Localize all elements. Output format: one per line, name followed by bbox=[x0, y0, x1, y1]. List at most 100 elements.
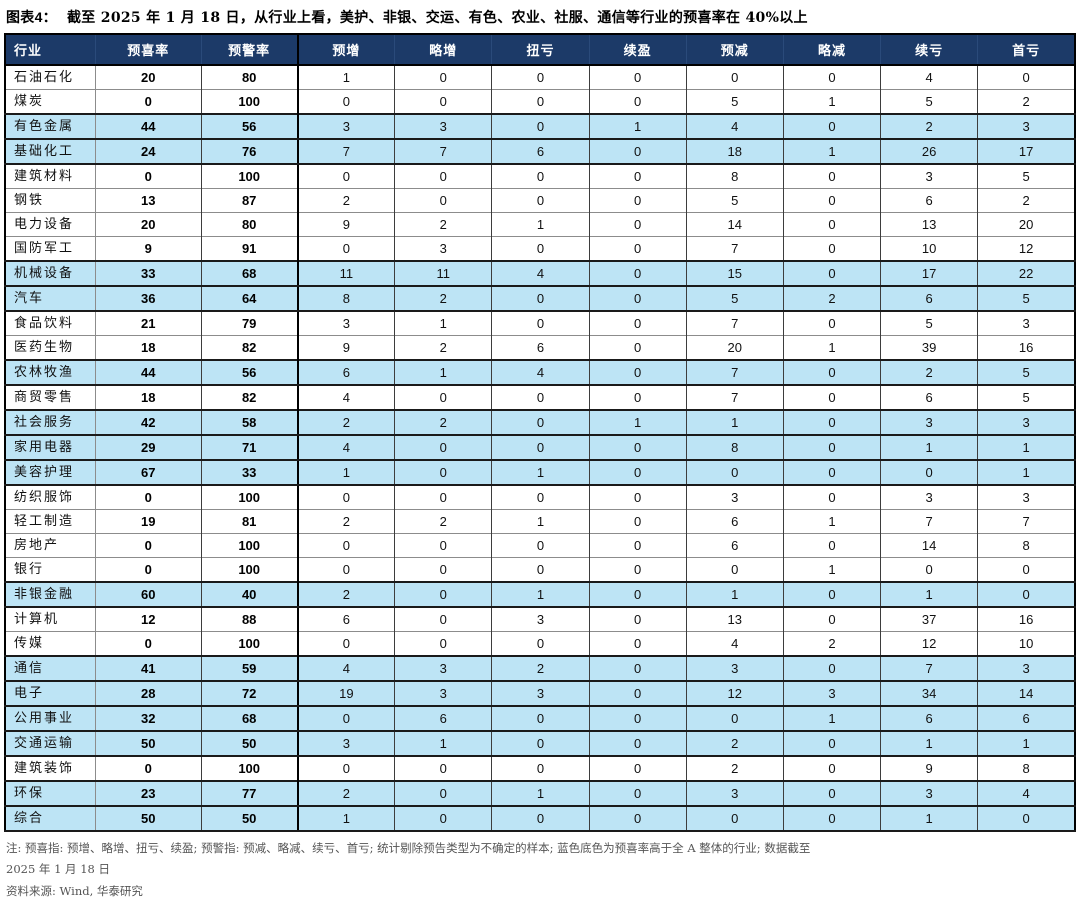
value-cell: 0 bbox=[782, 188, 881, 213]
value-cell: 3 bbox=[977, 113, 1075, 140]
table-row: 社会服务 42 58 2 2 0 1 1 0 3 3 bbox=[4, 409, 1075, 436]
value-cell: 9 bbox=[94, 236, 202, 261]
column-header-7: 预减 bbox=[685, 34, 784, 66]
value-cell: 0 bbox=[977, 581, 1075, 608]
value-cell: 56 bbox=[200, 359, 299, 386]
value-cell: 2 bbox=[880, 113, 978, 140]
value-cell: 32 bbox=[94, 705, 202, 732]
value-cell: 0 bbox=[491, 236, 590, 261]
value-cell: 3 bbox=[685, 655, 784, 682]
value-cell: 18 bbox=[685, 138, 784, 165]
value-cell: 1 bbox=[977, 434, 1075, 461]
value-cell: 5 bbox=[685, 89, 784, 114]
value-cell: 3 bbox=[297, 310, 395, 336]
table-row: 美容护理 67 33 1 0 1 0 0 0 0 1 bbox=[4, 459, 1075, 486]
value-cell: 0 bbox=[491, 409, 590, 436]
value-cell: 1 bbox=[491, 509, 590, 534]
value-cell: 2 bbox=[394, 212, 492, 237]
table-row: 有色金属 44 56 3 3 0 1 4 0 2 3 bbox=[4, 113, 1075, 140]
value-cell: 2 bbox=[685, 755, 784, 781]
value-cell: 100 bbox=[200, 755, 299, 781]
value-cell: 3 bbox=[977, 655, 1075, 682]
industry-cell: 电子 bbox=[4, 680, 96, 707]
table-row: 纺织服饰 0 100 0 0 0 0 3 0 3 3 bbox=[4, 484, 1075, 510]
value-cell: 6 bbox=[880, 188, 978, 213]
industry-cell: 环保 bbox=[4, 780, 96, 807]
value-cell: 3 bbox=[977, 484, 1075, 510]
column-header-4: 略增 bbox=[394, 34, 492, 66]
value-cell: 11 bbox=[297, 260, 395, 287]
value-cell: 33 bbox=[94, 260, 202, 287]
column-header-8: 略减 bbox=[782, 34, 881, 66]
value-cell: 0 bbox=[491, 557, 590, 582]
value-cell: 0 bbox=[394, 163, 492, 189]
value-cell: 0 bbox=[685, 459, 784, 486]
value-cell: 0 bbox=[588, 212, 687, 237]
value-cell: 0 bbox=[491, 805, 590, 832]
value-cell: 22 bbox=[977, 260, 1075, 287]
table-row: 医药生物 18 82 9 2 6 0 20 1 39 16 bbox=[4, 335, 1075, 360]
table-header: 行业 预喜率 预警率 预增 略增 扭亏 续盈 预减 略减 续亏 首亏 bbox=[4, 34, 1075, 66]
value-cell: 0 bbox=[782, 113, 881, 140]
value-cell: 1 bbox=[977, 730, 1075, 757]
table-row: 基础化工 24 76 7 7 6 0 18 1 26 17 bbox=[4, 138, 1075, 165]
value-cell: 0 bbox=[782, 384, 881, 410]
value-cell: 1 bbox=[880, 434, 978, 461]
value-cell: 4 bbox=[977, 780, 1075, 807]
value-cell: 17 bbox=[977, 138, 1075, 165]
value-cell: 7 bbox=[685, 384, 784, 410]
value-cell: 1 bbox=[880, 730, 978, 757]
source-line: 资料来源: Wind, 华泰研究 bbox=[6, 883, 143, 898]
value-cell: 3 bbox=[297, 113, 395, 140]
value-cell: 1 bbox=[297, 459, 395, 486]
value-cell: 44 bbox=[94, 359, 202, 386]
value-cell: 0 bbox=[588, 631, 687, 656]
value-cell: 2 bbox=[297, 581, 395, 608]
value-cell: 81 bbox=[200, 509, 299, 534]
value-cell: 18 bbox=[94, 384, 202, 410]
value-cell: 0 bbox=[588, 236, 687, 261]
value-cell: 0 bbox=[588, 310, 687, 336]
table-row: 食品饮料 21 79 3 1 0 0 7 0 5 3 bbox=[4, 310, 1075, 336]
industry-cell: 钢铁 bbox=[4, 188, 96, 213]
value-cell: 4 bbox=[491, 260, 590, 287]
column-header-6: 续盈 bbox=[588, 34, 687, 66]
value-cell: 6 bbox=[880, 285, 978, 312]
value-cell: 0 bbox=[491, 484, 590, 510]
value-cell: 0 bbox=[782, 730, 881, 757]
value-cell: 100 bbox=[200, 631, 299, 656]
value-cell: 0 bbox=[491, 113, 590, 140]
value-cell: 8 bbox=[685, 163, 784, 189]
value-cell: 1 bbox=[977, 459, 1075, 486]
value-cell: 0 bbox=[685, 557, 784, 582]
value-cell: 44 bbox=[94, 113, 202, 140]
value-cell: 87 bbox=[200, 188, 299, 213]
value-cell: 88 bbox=[200, 606, 299, 632]
table-row: 传媒 0 100 0 0 0 0 4 2 12 10 bbox=[4, 631, 1075, 656]
industry-cell: 纺织服饰 bbox=[4, 484, 96, 510]
value-cell: 1 bbox=[782, 509, 881, 534]
value-cell: 50 bbox=[94, 805, 202, 832]
value-cell: 3 bbox=[977, 409, 1075, 436]
value-cell: 0 bbox=[782, 655, 881, 682]
value-cell: 6 bbox=[491, 335, 590, 360]
value-cell: 0 bbox=[782, 805, 881, 832]
value-cell: 37 bbox=[880, 606, 978, 632]
value-cell: 0 bbox=[588, 680, 687, 707]
value-cell: 7 bbox=[685, 359, 784, 386]
value-cell: 1 bbox=[491, 212, 590, 237]
table-row: 电力设备 20 80 9 2 1 0 14 0 13 20 bbox=[4, 212, 1075, 237]
value-cell: 0 bbox=[394, 434, 492, 461]
value-cell: 0 bbox=[588, 89, 687, 114]
value-cell: 79 bbox=[200, 310, 299, 336]
value-cell: 12 bbox=[685, 680, 784, 707]
value-cell: 2 bbox=[394, 335, 492, 360]
value-cell: 0 bbox=[394, 631, 492, 656]
industry-cell: 基础化工 bbox=[4, 138, 96, 165]
value-cell: 0 bbox=[588, 509, 687, 534]
value-cell: 0 bbox=[491, 730, 590, 757]
value-cell: 2 bbox=[977, 188, 1075, 213]
value-cell: 80 bbox=[200, 64, 299, 90]
value-cell: 0 bbox=[782, 581, 881, 608]
